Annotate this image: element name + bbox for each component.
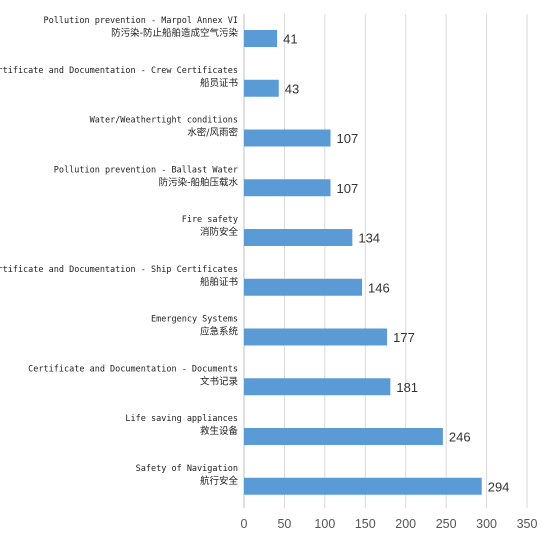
gridlines xyxy=(243,14,528,508)
category-label-en-6: Emergency Systems xyxy=(151,315,238,325)
category-label-zh-8: 救生设备 xyxy=(200,425,239,437)
bar-3 xyxy=(244,179,331,197)
bar-4 xyxy=(244,229,353,246)
x-axis-ticks: 0 50 100 150 200 250 300 350 xyxy=(241,517,538,531)
category-label-zh-1: 船员证书 xyxy=(200,77,239,89)
x-tick-label-150: 150 xyxy=(355,517,376,531)
bar-8 xyxy=(244,428,443,445)
category-label-zh-9: 航行安全 xyxy=(200,475,239,487)
category-label-en-8: Life saving appliances xyxy=(125,414,238,424)
category-label-en-7: Certificate and Documentation - Document… xyxy=(28,364,238,374)
x-tick-label-300: 300 xyxy=(476,517,497,531)
category-label-en-4: Fire safety xyxy=(182,215,238,225)
category-label-zh-2: 水密/风雨密 xyxy=(187,127,238,139)
category-label-zh-7: 文书记录 xyxy=(200,375,239,387)
value-label-2: 107 xyxy=(337,131,359,146)
bar-5 xyxy=(244,278,363,296)
x-tick-label-0: 0 xyxy=(241,517,248,531)
value-label-6: 177 xyxy=(393,330,415,345)
category-label-en-0: Pollution prevention - Marpol Annex VI xyxy=(44,16,238,26)
value-label-9: 294 xyxy=(488,479,510,494)
value-label-0: 41 xyxy=(283,32,297,47)
x-tick-label-350: 350 xyxy=(517,517,538,531)
category-label-zh-4: 消防安全 xyxy=(200,226,239,238)
bar-6 xyxy=(244,328,388,346)
bar-1 xyxy=(244,79,279,97)
category-label-en-5: Certificate and Documentation - Ship Cer… xyxy=(0,265,238,275)
bars: 41 43 107 107 134 146 177 181 246 294 xyxy=(244,30,509,495)
bar-7 xyxy=(244,378,391,396)
x-tick-label-200: 200 xyxy=(395,517,416,531)
category-label-zh-0: 防污染-防止船舶造成空气污染 xyxy=(111,27,238,39)
category-label-en-2: Water/Weathertight conditions xyxy=(90,116,238,126)
category-label-en-3: Pollution prevention - Ballast Water xyxy=(54,165,238,175)
category-label-en-9: Safety of Navigation xyxy=(136,464,238,474)
bar-0 xyxy=(244,30,278,47)
x-tick-label-250: 250 xyxy=(436,517,457,531)
category-label-zh-6: 应急系统 xyxy=(200,326,239,338)
value-label-8: 246 xyxy=(449,430,471,445)
value-label-4: 134 xyxy=(358,231,380,246)
value-label-7: 181 xyxy=(396,380,418,395)
value-label-5: 146 xyxy=(368,280,390,295)
value-label-3: 107 xyxy=(337,181,359,196)
category-label-en-1: Certificate and Documentation - Crew Cer… xyxy=(0,66,238,76)
value-label-1: 43 xyxy=(285,81,299,96)
category-label-zh-3: 防污染-船舶压载水 xyxy=(159,176,239,188)
bar-2 xyxy=(244,129,331,147)
category-labels: Pollution prevention - Marpol Annex VI防污… xyxy=(0,16,238,487)
bar-9 xyxy=(244,477,482,495)
x-tick-label-50: 50 xyxy=(277,517,291,531)
x-tick-label-100: 100 xyxy=(314,517,335,531)
category-label-zh-5: 船舶证书 xyxy=(200,276,239,288)
